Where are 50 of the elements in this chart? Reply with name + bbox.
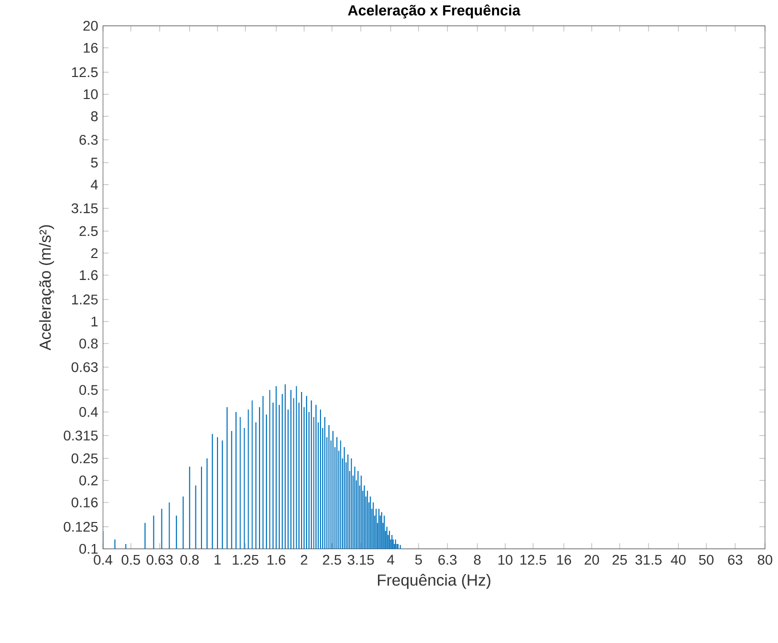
y-tick-label: 0.25 (72, 454, 98, 464)
y-tick-label: 0.4 (79, 407, 98, 418)
y-tick-label: 0.2 (79, 476, 98, 486)
y-tick-label: 0.63 (72, 362, 98, 372)
y-tick-label: 0.16 (72, 498, 98, 508)
x-tick-label: 1.25 (232, 554, 258, 565)
y-tick-label: 2.5 (80, 226, 98, 236)
y-tick-label: 5 (91, 158, 98, 168)
x-tick-label: 20 (584, 554, 600, 565)
y-tick-label: 4 (90, 180, 98, 190)
y-tick-label: 20 (83, 20, 98, 31)
chart-title: Aceleração x Frequência (348, 4, 520, 19)
y-tick-label: 2 (91, 248, 98, 258)
y-tick-label: 6.3 (80, 134, 98, 145)
x-tick-label: 5 (415, 554, 422, 565)
x-tick-label: 6.3 (438, 554, 457, 565)
y-tick-label: 0.315 (64, 430, 98, 441)
y-tick-label: 3.15 (72, 203, 98, 214)
x-tick-label: 1.6 (268, 554, 286, 565)
x-tick-label: 31.5 (635, 554, 662, 565)
x-tick-label: 63 (728, 554, 742, 565)
y-axis-title: Aceleração (m/s²) (39, 225, 54, 351)
y-tick-label: 8 (91, 111, 98, 122)
x-tick-label: 0.5 (122, 554, 140, 565)
x-tick-label: 4 (387, 554, 394, 565)
x-tick-label: 8 (474, 554, 481, 565)
x-tick-label: 50 (699, 554, 714, 565)
y-tick-label: 0.125 (64, 522, 98, 532)
x-tick-label: 25 (612, 554, 627, 565)
x-axis-title: Frequência (Hz) (378, 574, 490, 589)
x-tick-label: 0.63 (146, 554, 173, 565)
x-tick-label: 10 (498, 554, 512, 565)
x-tick-label: 80 (758, 554, 772, 565)
y-tick-label: 0.8 (79, 338, 98, 349)
y-tick-label: 1 (92, 316, 98, 326)
x-tick-label: 2 (300, 554, 308, 565)
x-tick-label: 2.5 (322, 554, 342, 565)
x-tick-label: 3.15 (348, 554, 374, 565)
y-tick-label: 1.25 (72, 294, 98, 305)
x-tick-label: 16 (557, 554, 572, 565)
y-tick-label: 1.6 (80, 270, 98, 280)
x-tick-label: 1 (214, 554, 221, 565)
y-tick-label: 10 (84, 89, 98, 100)
x-tick-label: 0.8 (180, 554, 199, 565)
y-tick-label: 16 (84, 42, 98, 53)
y-tick-label: 12.5 (72, 67, 98, 78)
x-tick-label: 12.5 (520, 554, 546, 565)
x-tick-label: 40 (670, 554, 686, 565)
y-tick-label: 0.5 (79, 385, 98, 396)
y-tick-label: 0.1 (79, 544, 98, 554)
